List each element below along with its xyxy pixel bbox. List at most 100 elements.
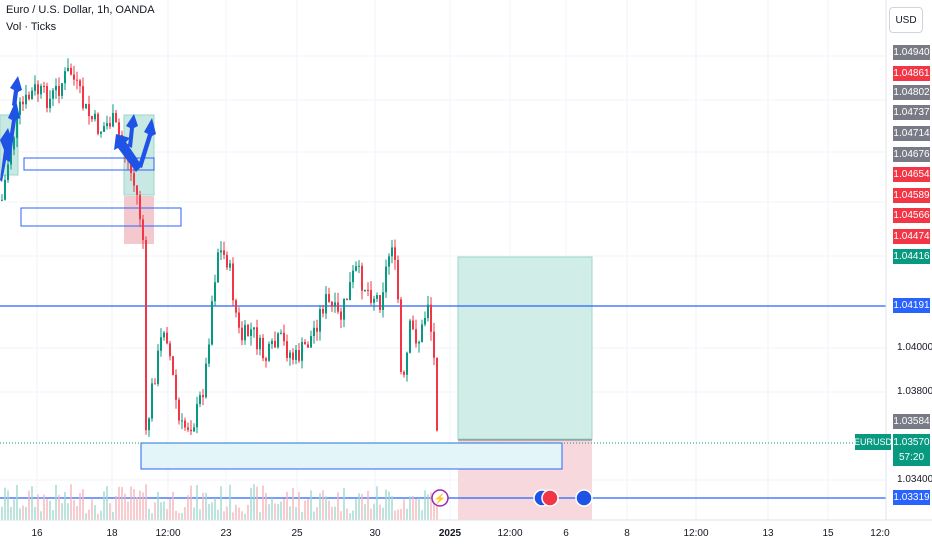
volume-bar bbox=[379, 504, 381, 520]
volume-bar bbox=[46, 499, 48, 520]
candle-body bbox=[346, 298, 348, 301]
candle-body bbox=[7, 164, 9, 181]
volume-bar bbox=[169, 498, 171, 520]
volume-bar bbox=[307, 499, 309, 520]
candle-body bbox=[178, 399, 180, 421]
time-axis-label: 12:0 bbox=[870, 528, 890, 539]
price-label: 1.04940 bbox=[893, 45, 930, 60]
volume-bar bbox=[127, 501, 129, 520]
candle-body bbox=[4, 180, 6, 200]
price-label[interactable]: 1.03319 bbox=[893, 490, 930, 505]
volume-bar bbox=[10, 506, 12, 520]
time-axis-label: 23 bbox=[220, 528, 232, 539]
volume-bar bbox=[103, 491, 105, 520]
candle-body bbox=[379, 295, 381, 310]
candle-body bbox=[190, 429, 192, 432]
demand-zone-bottom[interactable] bbox=[140, 442, 563, 470]
candle-body bbox=[271, 340, 273, 344]
price-label: 1.04802 bbox=[893, 85, 930, 100]
price-label: 1.03584 bbox=[893, 414, 930, 429]
volume-bar bbox=[400, 509, 402, 520]
symbol-tag: EURUSD bbox=[854, 434, 892, 450]
volume-bar bbox=[22, 505, 24, 520]
candle-body bbox=[184, 420, 186, 428]
volume-bar bbox=[13, 499, 15, 520]
candle-body bbox=[400, 299, 402, 372]
candle-body bbox=[13, 137, 15, 150]
event-icons[interactable]: ⚡ bbox=[431, 489, 593, 507]
candle-body bbox=[112, 113, 114, 127]
candle-body bbox=[253, 327, 255, 330]
candle-body bbox=[16, 114, 18, 138]
candle-body bbox=[154, 383, 156, 385]
volume-bar bbox=[106, 486, 108, 520]
time-axis-label: 15 bbox=[822, 528, 834, 539]
volume-bar bbox=[436, 494, 438, 520]
candle-body bbox=[103, 126, 105, 132]
candle-body bbox=[34, 84, 36, 91]
time-axis-label: 6 bbox=[563, 528, 569, 539]
candle-body bbox=[280, 332, 282, 334]
candle-body bbox=[130, 160, 132, 174]
volume-bar bbox=[16, 484, 18, 520]
candle-body bbox=[235, 300, 237, 313]
chart-title: Euro / U.S. Dollar, 1h, OANDA bbox=[6, 4, 155, 16]
volume-bar bbox=[316, 507, 318, 520]
time-axis-label: 8 bbox=[624, 528, 630, 539]
candle-body bbox=[49, 98, 51, 109]
candle-body bbox=[70, 67, 72, 75]
volume-bars bbox=[1, 484, 438, 520]
volume-bar bbox=[124, 493, 126, 520]
volume-bar bbox=[139, 490, 141, 520]
time-axis-label: 2025 bbox=[438, 528, 462, 539]
volume-bar bbox=[370, 508, 372, 520]
volume-bar bbox=[397, 509, 399, 520]
volume-bar bbox=[349, 513, 351, 520]
candle-body bbox=[166, 332, 168, 344]
time-axis-label: 12:00 bbox=[497, 528, 523, 539]
candle-body bbox=[265, 358, 267, 361]
volume-bar bbox=[118, 486, 120, 520]
volume-bar bbox=[196, 485, 198, 520]
candle-body bbox=[427, 304, 429, 319]
zone-box-1[interactable] bbox=[23, 157, 155, 171]
volume-bar bbox=[58, 494, 60, 520]
volume-bar bbox=[274, 503, 276, 520]
candle-body bbox=[55, 85, 57, 91]
volume-bar bbox=[85, 513, 87, 520]
candle-body bbox=[22, 101, 24, 105]
volume-bar bbox=[130, 486, 132, 520]
candle-body bbox=[250, 329, 252, 336]
candle-body bbox=[202, 395, 204, 398]
price-label[interactable]: 1.04191 bbox=[893, 298, 930, 313]
candles bbox=[1, 58, 438, 437]
volume-bar bbox=[52, 510, 54, 520]
volume-bar bbox=[409, 496, 411, 520]
candle-body bbox=[100, 131, 102, 134]
volume-bar bbox=[202, 492, 204, 520]
zone-box-2[interactable] bbox=[20, 207, 182, 227]
volume-bar bbox=[142, 492, 144, 520]
indicator-label[interactable]: Vol · Ticks bbox=[6, 21, 57, 33]
candle-body bbox=[361, 265, 363, 291]
candle-body bbox=[325, 294, 327, 314]
volume-bar bbox=[181, 513, 183, 520]
currency-button[interactable]: USD bbox=[889, 7, 923, 33]
volume-bar bbox=[301, 511, 303, 520]
candle-body bbox=[37, 84, 39, 95]
candle-body bbox=[376, 295, 378, 299]
candle-body bbox=[343, 298, 345, 320]
time-axis-label: 25 bbox=[291, 528, 303, 539]
volume-bar bbox=[226, 506, 228, 520]
volume-bar bbox=[55, 484, 57, 520]
volume-bar bbox=[352, 510, 354, 520]
volume-bar bbox=[151, 513, 153, 520]
volume-bar bbox=[157, 491, 159, 520]
volume-bar bbox=[145, 484, 147, 520]
candle-body bbox=[142, 219, 144, 241]
volume-bar bbox=[31, 486, 33, 520]
volume-bar bbox=[415, 498, 417, 520]
volume-bar bbox=[172, 491, 174, 520]
long-position-target-zone[interactable] bbox=[457, 256, 593, 440]
